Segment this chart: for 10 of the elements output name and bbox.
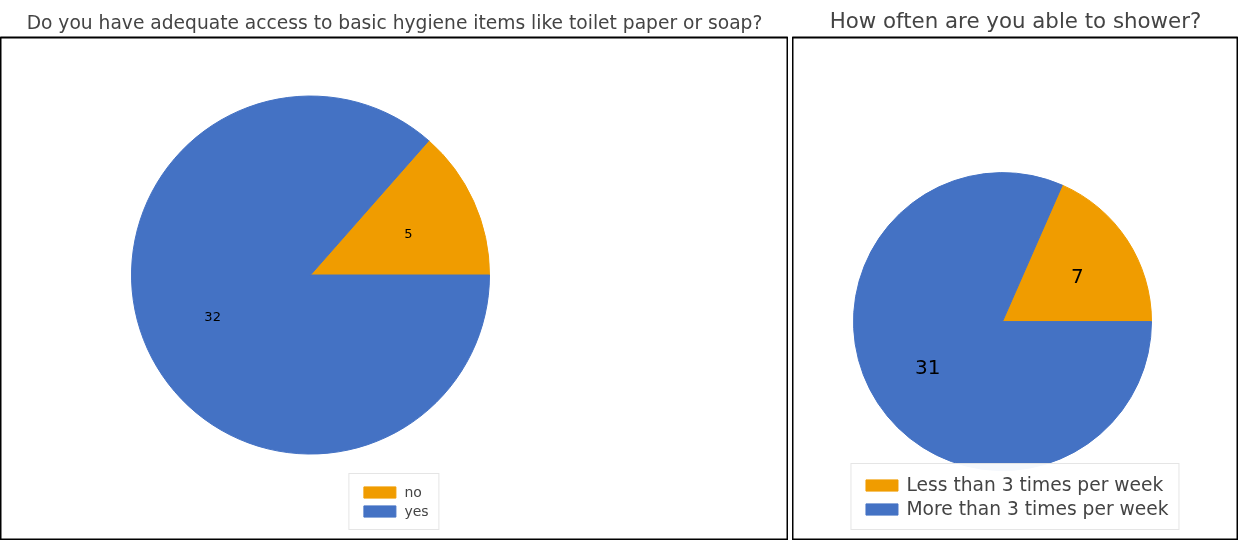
legend-label: More than 3 times per week (906, 498, 1169, 519)
data-label: 7 (1070, 264, 1084, 289)
chart-title: Do you have adequate access to basic hygiene items like toilet paper or soap? (26, 11, 763, 33)
data-label: 32 (204, 308, 221, 324)
chart-title: How often are you able to shower? (829, 7, 1202, 33)
legend-label: Less than 3 times per week (906, 474, 1164, 495)
legend-label: yes (404, 503, 429, 519)
legend-label: no (404, 484, 423, 500)
data-label: 31 (914, 355, 941, 380)
data-label: 5 (404, 226, 413, 242)
